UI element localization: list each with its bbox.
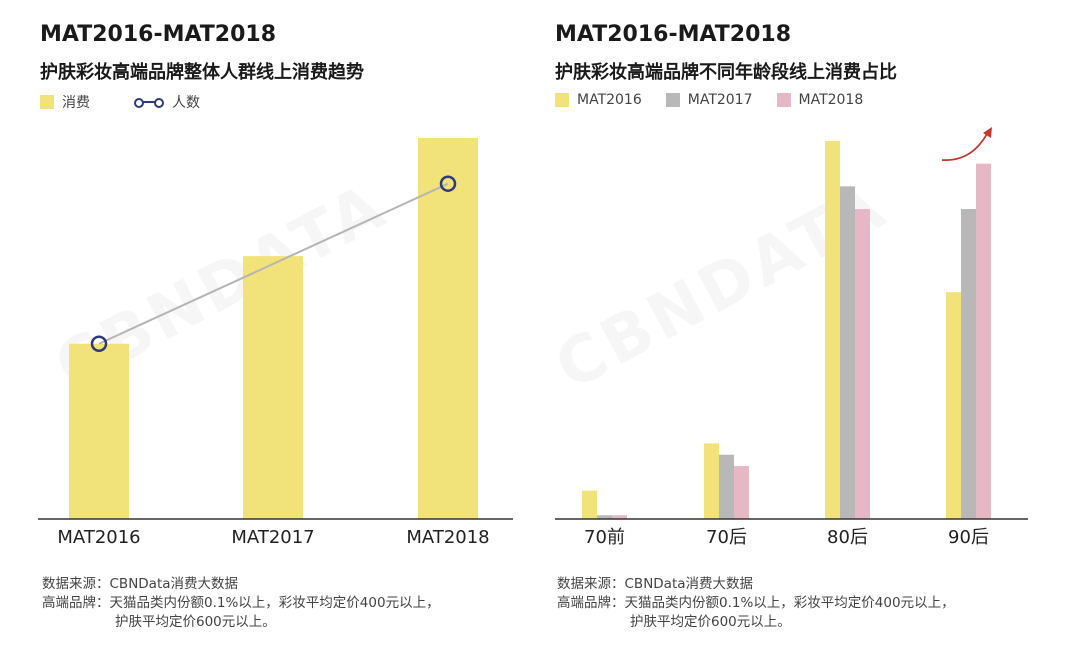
legend-label-mat2018: MAT2018 — [798, 92, 864, 108]
x-tick-label: 80后 — [827, 527, 868, 548]
bar-mat2016-2 — [825, 141, 840, 519]
bar-mat2016-1 — [704, 443, 719, 519]
people-point-mat2018 — [439, 175, 457, 192]
bar-mat2018-1 — [734, 466, 749, 519]
legend-item-mat2016: MAT2016 — [555, 92, 642, 108]
growth-arrow-icon — [941, 131, 989, 161]
bar-mat2018-2 — [855, 209, 870, 520]
legend-label-people: 人数 — [172, 95, 200, 111]
legend-swatch-mat2017 — [665, 93, 680, 107]
bar-mat2017-1 — [719, 454, 734, 519]
right-chart-panel: CBNDATA MAT2016-MAT2018 护肤彩妆高端品牌不同年龄段线上消… — [540, 0, 1080, 652]
legend-swatch-consumption — [40, 95, 54, 109]
bar-mat2016-3 — [946, 292, 961, 519]
bar-consumption-mat2016 — [69, 343, 129, 519]
left-chart-panel: CBNDATA MAT2016-MAT2018 护肤彩妆高端品牌整体人群线上消费… — [38, 22, 513, 630]
legend-label-mat2017: MAT2017 — [687, 92, 753, 108]
bar-mat2017-3 — [961, 209, 976, 520]
growth-arrowhead-icon — [983, 127, 992, 138]
x-tick-label: 70后 — [706, 527, 747, 548]
x-tick-label: MAT2018 — [406, 527, 489, 548]
left-brand-note-2: 护肤平均定价600元以上。 — [115, 614, 276, 630]
bar-consumption-mat2018 — [418, 138, 478, 519]
left-bar-line-chart: MAT2016 MAT2017 MAT2018 — [38, 138, 513, 548]
bar-mat2018-3 — [976, 163, 991, 519]
legend-label-consumption: 消费 — [62, 95, 90, 111]
left-brand-note-1: 高端品牌：天猫品类内份额0.1%以上，彩妆平均定价400元以上， — [42, 595, 440, 611]
right-legend: MAT2016 MAT2017 MAT2018 — [555, 92, 907, 108]
people-point-mat2016 — [90, 335, 108, 352]
legend-item-consumption: 消费 — [40, 92, 90, 112]
left-title-line1: MAT2016-MAT2018 — [40, 22, 277, 47]
x-tick-label: 90后 — [948, 527, 989, 548]
people-trend-line — [98, 182, 449, 345]
legend-item-mat2017: MAT2017 — [665, 92, 753, 108]
x-tick-label: MAT2016 — [57, 527, 140, 548]
right-brand-note-2: 护肤平均定价600元以上。 — [630, 614, 791, 630]
right-source-note: 数据来源：CBNData消费大数据 — [557, 576, 754, 592]
legend-swatch-mat2018 — [776, 93, 791, 107]
left-source-note: 数据来源：CBNData消费大数据 — [42, 576, 239, 592]
legend-swatch-mat2016 — [555, 93, 569, 107]
bar-mat2018-0 — [612, 515, 627, 519]
x-tick-label: MAT2017 — [231, 527, 314, 548]
right-title-line1: MAT2016-MAT2018 — [555, 22, 792, 47]
x-tick-label: 70前 — [584, 527, 625, 548]
right-grouped-bar-chart: 70前 70后 80后 90后 — [555, 127, 1028, 548]
legend-item-mat2018: MAT2018 — [776, 92, 864, 108]
bar-mat2016-0 — [582, 490, 597, 519]
left-legend: 消费 人数 — [40, 92, 244, 112]
bar-mat2017-0 — [597, 515, 612, 519]
legend-item-people: 人数 — [134, 92, 200, 112]
bar-mat2017-2 — [840, 186, 855, 520]
right-title-line2: 护肤彩妆高端品牌不同年龄段线上消费占比 — [555, 62, 897, 83]
right-brand-note-1: 高端品牌：天猫品类内份额0.1%以上，彩妆平均定价400元以上， — [557, 595, 955, 611]
legend-label-mat2016: MAT2016 — [577, 92, 642, 108]
left-title-line2: 护肤彩妆高端品牌整体人群线上消费趋势 — [40, 62, 364, 83]
bar-consumption-mat2017 — [243, 256, 303, 519]
legend-swatch-people — [134, 95, 164, 109]
